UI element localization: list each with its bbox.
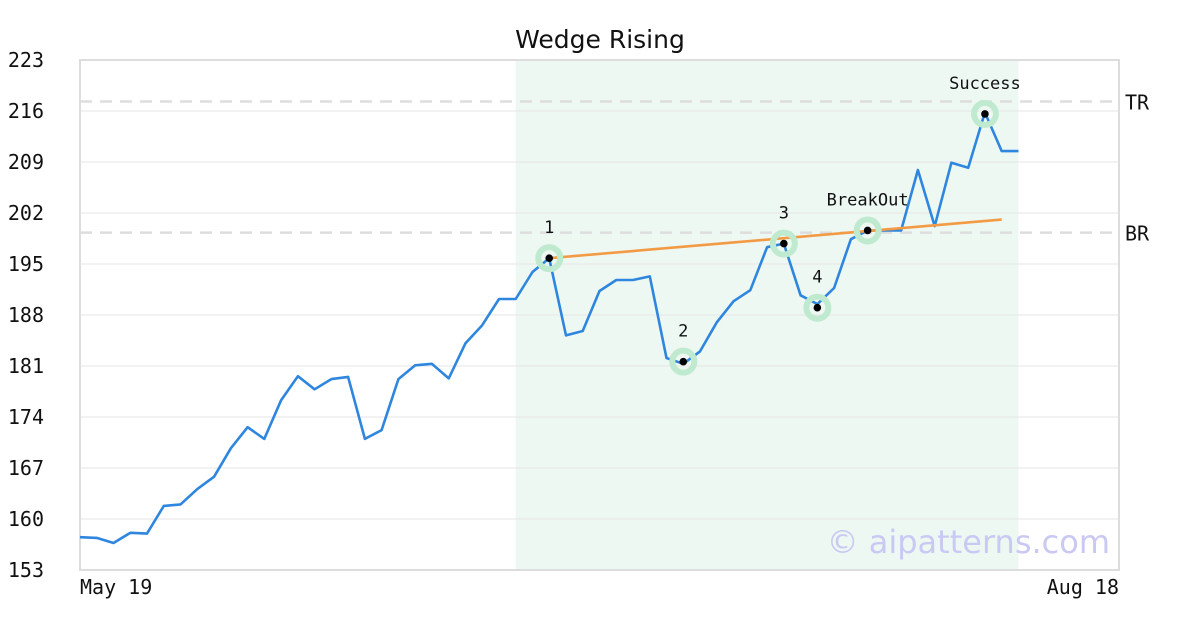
y-tick-label: 160 bbox=[8, 507, 44, 531]
pattern-point-marker bbox=[863, 226, 872, 235]
y-tick-label: 195 bbox=[8, 252, 44, 276]
pattern-point-halo bbox=[769, 229, 798, 258]
y-tick-label: 153 bbox=[8, 558, 44, 582]
pattern-point-halo bbox=[669, 347, 698, 376]
reference-line-label: BR bbox=[1125, 222, 1150, 246]
chart-title: Wedge Rising bbox=[515, 25, 685, 54]
y-tick-label: 181 bbox=[8, 354, 44, 378]
pattern-point-marker bbox=[545, 254, 554, 262]
y-tick-label: 188 bbox=[8, 303, 44, 327]
pattern-point-halo bbox=[970, 99, 999, 128]
pattern-point-marker bbox=[981, 110, 989, 118]
plot-frame bbox=[79, 59, 1120, 571]
x-tick-label: Aug 18 bbox=[1047, 575, 1119, 599]
pattern-point-label: BreakOut bbox=[827, 190, 909, 210]
pattern-point-halo bbox=[535, 244, 564, 273]
y-tick-label: 223 bbox=[8, 48, 44, 72]
y-tick-label: 167 bbox=[8, 456, 44, 480]
reference-lines: TR BR bbox=[80, 91, 1150, 246]
pattern-point-label: Success bbox=[949, 74, 1021, 94]
reference-line-label: TR bbox=[1125, 91, 1150, 115]
y-tick-label: 216 bbox=[8, 99, 44, 123]
watermark: © aipatterns.com bbox=[827, 523, 1110, 561]
x-tick-label: May 19 bbox=[80, 575, 152, 599]
pattern-point-halo bbox=[853, 216, 882, 245]
pattern-point-marker bbox=[813, 303, 822, 312]
pattern-point-label: 4 bbox=[812, 268, 822, 288]
pattern-point-label: 1 bbox=[544, 218, 554, 238]
y-tick-label: 202 bbox=[8, 201, 44, 225]
gridlines bbox=[80, 110, 1119, 520]
pattern-point-marker bbox=[679, 357, 688, 366]
pattern-point-label: 3 bbox=[779, 204, 789, 224]
y-tick-label: 174 bbox=[8, 405, 44, 429]
pattern-point-halo bbox=[803, 293, 832, 322]
pattern-point-marker bbox=[780, 239, 788, 248]
y-tick-label: 209 bbox=[8, 150, 44, 174]
y-axis-ticks: 153 160 167 174 181 188 195 202 209 216 223 bbox=[8, 48, 44, 582]
pattern-point-label: 2 bbox=[678, 322, 688, 342]
x-axis-ticks: May 19 Aug 18 bbox=[80, 575, 1119, 599]
annotations: 1 2 3 4 BreakOut Success bbox=[535, 74, 1021, 376]
